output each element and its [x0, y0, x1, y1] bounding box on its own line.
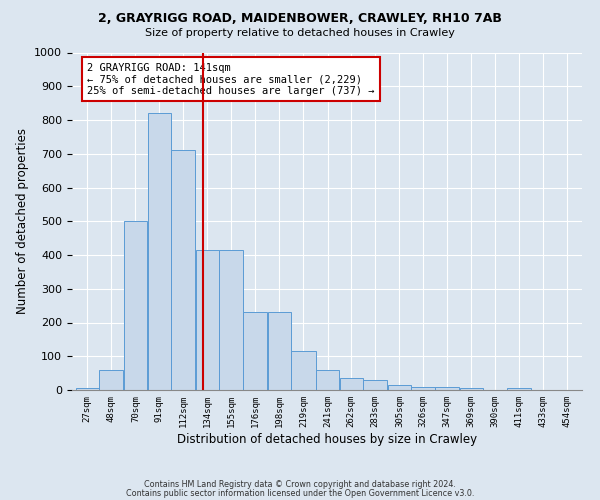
- Bar: [196, 250, 219, 390]
- Bar: [220, 250, 242, 390]
- Bar: [292, 351, 316, 390]
- X-axis label: Distribution of detached houses by size in Crawley: Distribution of detached houses by size …: [177, 432, 477, 446]
- Text: Size of property relative to detached houses in Crawley: Size of property relative to detached ho…: [145, 28, 455, 38]
- Bar: [99, 370, 124, 390]
- Text: Contains public sector information licensed under the Open Government Licence v3: Contains public sector information licen…: [126, 488, 474, 498]
- Y-axis label: Number of detached properties: Number of detached properties: [16, 128, 29, 314]
- Bar: [435, 386, 460, 390]
- Bar: [243, 312, 267, 390]
- Bar: [388, 385, 411, 390]
- Bar: [124, 221, 147, 390]
- Bar: [76, 388, 99, 390]
- Text: 2, GRAYRIGG ROAD, MAIDENBOWER, CRAWLEY, RH10 7AB: 2, GRAYRIGG ROAD, MAIDENBOWER, CRAWLEY, …: [98, 12, 502, 26]
- Bar: [363, 380, 388, 390]
- Bar: [268, 312, 291, 390]
- Bar: [460, 388, 483, 390]
- Bar: [340, 378, 363, 390]
- Text: 2 GRAYRIGG ROAD: 141sqm
← 75% of detached houses are smaller (2,229)
25% of semi: 2 GRAYRIGG ROAD: 141sqm ← 75% of detache…: [88, 62, 375, 96]
- Bar: [412, 386, 434, 390]
- Bar: [507, 388, 531, 390]
- Text: Contains HM Land Registry data © Crown copyright and database right 2024.: Contains HM Land Registry data © Crown c…: [144, 480, 456, 489]
- Bar: [148, 114, 170, 390]
- Bar: [316, 370, 339, 390]
- Bar: [171, 150, 196, 390]
